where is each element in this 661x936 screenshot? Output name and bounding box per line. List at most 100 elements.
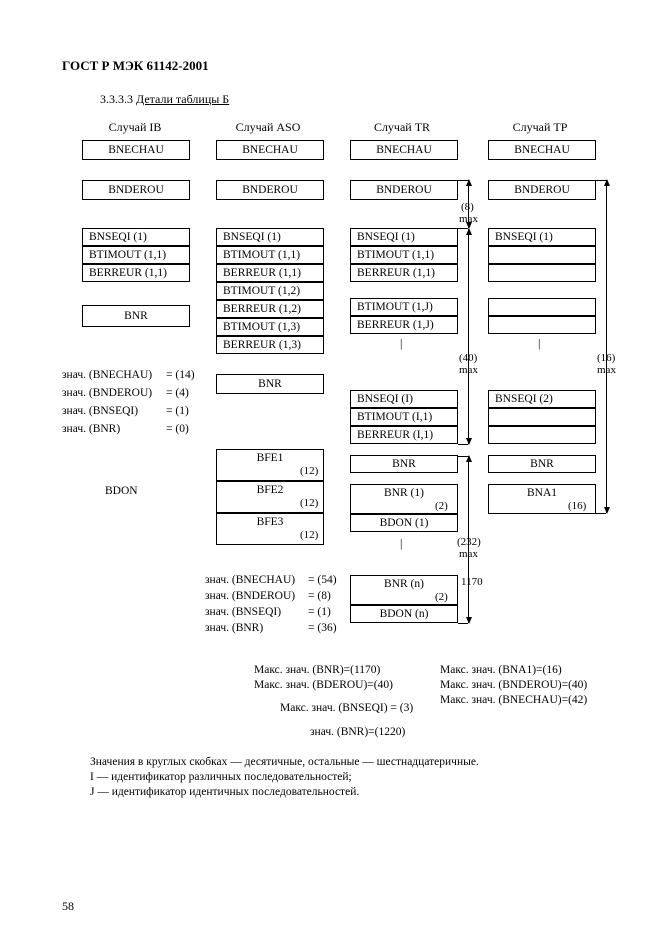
aso-bnechau: BNECHAU [216,140,324,160]
maxline-4: знач. (BNR)=(1220) [310,726,405,738]
tp-bnechau: BNECHAU [488,140,596,160]
tr-bnechau: BNECHAU [350,140,458,160]
ib-bnseqi1: BNSEQI (1) [82,228,190,246]
tp-bnderou: BNDEROU [488,180,596,200]
tr-bdon1: BDON (1) [350,514,458,532]
tr-bnrn-2: (2) [435,591,448,603]
aso-bfe1-12: (12) [300,465,318,477]
tp-bnseqi1: BNSEQI (1) [488,228,596,246]
tick-232-bot [458,623,468,624]
col-aso: Случай ASO [218,120,318,135]
tick-16-bot [596,513,606,514]
lbl-232: (232) [457,536,481,548]
arrow-40 [468,229,469,444]
maxline-r3: Макс. знач. (BNECHAU)=(42) [440,694,587,706]
arrow-16 [606,180,607,513]
ib-bnderou: BNDEROU [82,180,190,200]
aso-btimout11: BTIMOUT (1,1) [216,246,324,264]
tp-empty2 [488,264,596,282]
tick-8-top [458,180,468,181]
tp-dash1: | [538,336,540,351]
aso-eq1-l: знач. (BNECHAU) [205,574,295,586]
aso-bfe3-12: (12) [300,529,318,541]
aso-btimout12: BTIMOUT (1,2) [216,282,324,300]
ib-eq2-l: знач. (BNDEROU) [62,387,152,399]
tr-bnr1-2: (2) [435,500,448,512]
aso-eq3-l: знач. (BNSEQI) [205,606,281,618]
section-title: 3.3.3.3 Детали таблицы Б [100,92,229,107]
ib-eq1-l: знач. (BNECHAU) [62,369,152,381]
aso-bnderou: BNDEROU [216,180,324,200]
tr-btimout11: BTIMOUT (1,1) [350,246,458,264]
aso-berreur12: BERREUR (1,2) [216,300,324,318]
aso-bnseqi1: BNSEQI (1) [216,228,324,246]
aso-btimout13: BTIMOUT (1,3) [216,318,324,336]
note-2: I — идентификатор различных последовател… [90,770,479,785]
lbl-40-max: max [459,364,478,376]
maxline-r2: Макс. знач. (BNDEROU)=(40) [440,679,587,691]
aso-eq4-v: = (36) [308,622,337,634]
ib-eq3-v: = (1) [166,405,189,417]
tick-16-top [596,180,606,181]
tp-empty5 [488,408,596,426]
tr-dash2: | [400,536,402,551]
tr-btimout1j: BTIMOUT (1,J) [350,298,458,316]
lbl-40: (40) [459,352,477,364]
note-1: Значения в круглых скобках — десятичные,… [90,755,479,770]
aso-bnr: BNR [216,374,324,394]
aso-berreur11: BERREUR (1,1) [216,264,324,282]
lbl-8-max: max [459,213,478,225]
tr-dash1: | [400,336,402,351]
tr-berreur11: BERREUR (1,1) [350,264,458,282]
tp-bna1-16: (16) [568,500,586,512]
tr-bnseqi1: BNSEQI (1) [350,228,458,246]
tr-bnr: BNR [350,455,458,473]
lbl-8: (8) [461,201,474,213]
tr-berreur1j: BERREUR (1,J) [350,316,458,334]
tr-bnseqiI: BNSEQI (I) [350,390,458,408]
aso-bfe2-12: (12) [300,497,318,509]
maxline-3: Макс. знач. (BNSEQI) = (3) [280,702,413,714]
tp-empty1 [488,246,596,264]
tr-bdonn: BDON (n) [350,605,458,623]
lbl-16: (16) [597,352,615,364]
tp-bnr: BNR [488,455,596,473]
lbl-232-max: max [459,548,478,560]
tick-40-bot [458,444,468,445]
lbl-1170: 1170 [461,576,483,588]
ib-bnr: BNR [82,305,190,327]
maxline-1: Макс. знач. (BNR)=(1170) [254,664,380,676]
document-header: ГОСТ Р МЭК 61142-2001 [62,58,209,74]
tr-berreurI1: BERREUR (I,1) [350,426,458,444]
section-number: 3.3.3.3 [100,92,136,106]
tick-232-top [458,456,468,457]
section-title-text: Детали таблицы Б [136,92,229,106]
ib-berreur11: BERREUR (1,1) [82,264,190,282]
maxline-r1: Макс. знач. (BNA1)=(16) [440,664,562,676]
page: ГОСТ Р МЭК 61142-2001 3.3.3.3 Детали таб… [0,0,661,936]
aso-eq2-v: = (8) [308,590,331,602]
note-3: J — идентификатор идентичных последовате… [90,785,479,800]
ib-bnechau: BNECHAU [82,140,190,160]
ib-eq2-v: = (4) [166,387,189,399]
ib-bdon: BDON [105,485,138,497]
col-tp: Случай TP [490,120,590,135]
tp-bnseqi2: BNSEQI (2) [488,390,596,408]
ib-eq4-v: = (0) [166,423,189,435]
lbl-16-max: max [597,364,616,376]
aso-eq3-v: = (1) [308,606,331,618]
tp-empty6 [488,426,596,444]
col-tr: Случай TR [352,120,452,135]
aso-eq4-l: знач. (BNR) [205,622,263,634]
ib-eq3-l: знач. (BNSEQI) [62,405,138,417]
ib-eq1-v: = (14) [166,369,195,381]
col-ib: Случай IB [85,120,185,135]
notes: Значения в круглых скобках — десятичные,… [90,755,479,800]
aso-berreur13: BERREUR (1,3) [216,336,324,354]
tp-empty3 [488,298,596,316]
tp-empty4 [488,316,596,334]
page-number: 58 [62,899,74,914]
aso-eq2-l: знач. (BNDEROU) [205,590,295,602]
ib-btimout11: BTIMOUT (1,1) [82,246,190,264]
tr-btimoutI1: BTIMOUT (I,1) [350,408,458,426]
